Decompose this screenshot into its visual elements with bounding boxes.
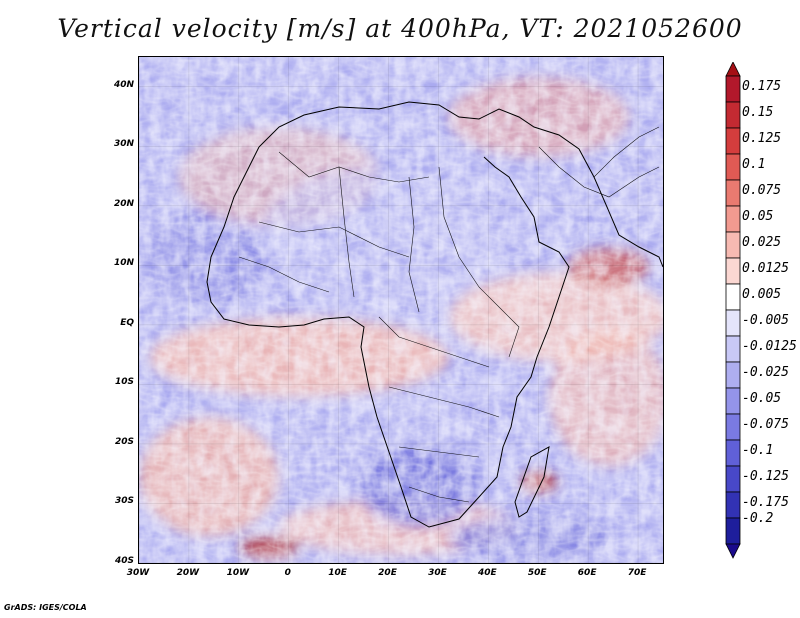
colorbar-level-label: 0.175 (742, 79, 782, 94)
lon-tick-label: 20E (378, 568, 397, 578)
lon-tick-label: 0 (284, 568, 291, 578)
grads-footer: GrADS: IGES/COLA (4, 603, 87, 612)
colorbar-segment (725, 179, 741, 207)
lon-tick-label: 40E (477, 568, 497, 578)
lat-tick-label: 10S (114, 377, 134, 388)
lat-tick-label: 20S (114, 436, 134, 447)
lon-tick-label: 30W (126, 568, 150, 578)
lat-tick-label: 30S (114, 496, 134, 507)
colorbar-level-label: 0.05 (742, 209, 774, 224)
coastlines (206, 101, 663, 528)
colorbar-segment (725, 283, 741, 311)
colorbar-segment (725, 335, 741, 363)
colorbar-level-label: -0.175 (742, 495, 789, 510)
colorbar-level-label: 0.125 (742, 131, 782, 146)
colorbar-level-label: -0.1 (742, 443, 774, 458)
colorbar-segment (725, 101, 741, 129)
colorbar-segment (725, 517, 741, 545)
graticule (139, 57, 663, 563)
colorbar-segment (725, 465, 741, 493)
colorbar-segment (725, 75, 741, 103)
lat-tick-label: 10N (113, 258, 134, 269)
colorbar-level-label: 0.15 (742, 105, 774, 120)
colorbar-segment (725, 153, 741, 181)
colorbar-level-label: 0.1 (742, 157, 766, 172)
colorbar-level-label: 0.005 (742, 287, 782, 302)
colorbar-segment (725, 413, 741, 441)
colorbar (725, 62, 741, 559)
lat-tick-label: 20N (113, 198, 134, 209)
lat-tick-label: 40N (113, 79, 134, 90)
lon-tick-label: 70E (627, 568, 647, 578)
colorbar-segment (725, 387, 741, 415)
lon-tick-label: 20W (176, 568, 200, 578)
colorbar-segment (725, 439, 741, 467)
lon-tick-label: 10E (328, 568, 347, 578)
country-borders (238, 126, 660, 503)
lon-tick-label: 50E (527, 568, 547, 578)
colorbar-segment (725, 309, 741, 337)
lat-tick-label: 40S (114, 556, 134, 566)
colorbar-level-label: -0.005 (742, 313, 789, 328)
colorbar-level-label: 0.075 (742, 183, 782, 198)
colorbar-level-label: -0.125 (742, 469, 789, 484)
colorbar-segment (725, 491, 741, 519)
velocity-field-map (139, 57, 663, 563)
lat-tick-label: 30N (113, 139, 134, 150)
colorbar-segment (725, 127, 741, 155)
colorbar-level-label: -0.075 (742, 417, 789, 432)
colorbar-segment (725, 205, 741, 233)
lon-tick-label: 30E (428, 568, 447, 578)
colorbar-segment (725, 231, 741, 259)
chart-title: Vertical velocity [m/s] at 400hPa, VT: 2… (57, 14, 743, 43)
lon-tick-label: 10W (226, 568, 250, 578)
colorbar-segment (725, 361, 741, 389)
colorbar-level-label: 0.025 (742, 235, 782, 250)
colorbar-level-label: -0.2 (742, 511, 774, 526)
colorbar-segment (725, 257, 741, 285)
colorbar-level-label: 0.0125 (742, 261, 789, 276)
map-panel (138, 56, 664, 564)
colorbar-level-label: -0.0125 (742, 339, 797, 354)
colorbar-level-label: -0.025 (742, 365, 789, 380)
colorbar-bottom-arrow (725, 543, 741, 559)
lat-tick-label: EQ (120, 317, 134, 328)
colorbar-level-label: -0.05 (742, 391, 782, 406)
colorbar-top-arrow (725, 62, 741, 77)
lon-tick-label: 60E (577, 568, 597, 578)
